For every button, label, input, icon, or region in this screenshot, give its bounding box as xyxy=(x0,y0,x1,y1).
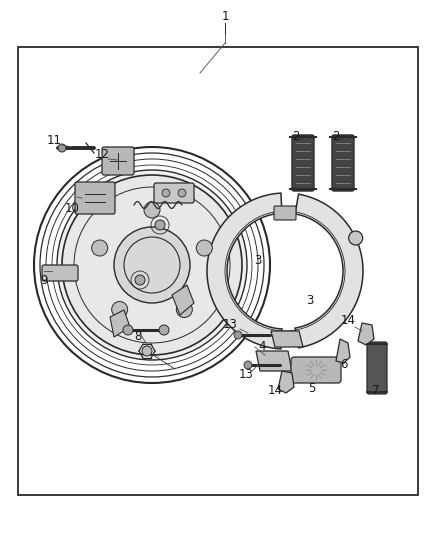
Bar xyxy=(18,47,418,495)
Circle shape xyxy=(57,170,247,360)
Circle shape xyxy=(162,189,170,197)
Circle shape xyxy=(196,240,212,256)
Circle shape xyxy=(142,346,152,356)
Circle shape xyxy=(123,325,133,335)
Polygon shape xyxy=(207,193,282,349)
Text: 10: 10 xyxy=(64,203,79,215)
FancyBboxPatch shape xyxy=(274,206,296,220)
Text: 12: 12 xyxy=(95,149,110,161)
Circle shape xyxy=(177,302,192,318)
Circle shape xyxy=(58,144,66,152)
Text: 14: 14 xyxy=(340,314,356,327)
Text: 6: 6 xyxy=(340,359,348,372)
Text: 14: 14 xyxy=(268,384,283,397)
Circle shape xyxy=(155,220,165,230)
Circle shape xyxy=(112,302,127,318)
FancyBboxPatch shape xyxy=(102,147,134,175)
Polygon shape xyxy=(278,371,294,393)
Text: 1: 1 xyxy=(221,11,229,23)
Circle shape xyxy=(244,361,252,369)
Text: 13: 13 xyxy=(239,368,254,382)
Text: 3: 3 xyxy=(254,254,261,268)
Polygon shape xyxy=(295,194,363,348)
Circle shape xyxy=(62,175,242,355)
Text: 5: 5 xyxy=(308,382,316,394)
Text: 9: 9 xyxy=(40,274,48,287)
Polygon shape xyxy=(172,285,194,315)
FancyBboxPatch shape xyxy=(291,357,341,383)
FancyBboxPatch shape xyxy=(154,183,194,203)
Polygon shape xyxy=(271,331,303,347)
Text: 4: 4 xyxy=(258,341,266,353)
Circle shape xyxy=(144,202,160,218)
FancyBboxPatch shape xyxy=(75,182,115,214)
Circle shape xyxy=(114,227,190,303)
FancyBboxPatch shape xyxy=(332,135,354,191)
Polygon shape xyxy=(358,323,374,345)
Text: 11: 11 xyxy=(46,134,61,148)
Circle shape xyxy=(92,240,108,256)
Text: 13: 13 xyxy=(223,319,237,332)
Text: 2: 2 xyxy=(332,131,340,143)
Text: 7: 7 xyxy=(372,384,380,398)
Polygon shape xyxy=(256,351,292,371)
FancyBboxPatch shape xyxy=(292,135,314,191)
Text: 8: 8 xyxy=(134,330,141,343)
Circle shape xyxy=(178,189,186,197)
Circle shape xyxy=(135,275,145,285)
FancyBboxPatch shape xyxy=(367,342,387,394)
Circle shape xyxy=(234,331,242,339)
Circle shape xyxy=(159,325,169,335)
Text: 2: 2 xyxy=(292,131,300,143)
Circle shape xyxy=(349,231,363,245)
Text: 3: 3 xyxy=(306,295,314,308)
FancyBboxPatch shape xyxy=(42,265,78,281)
Polygon shape xyxy=(336,339,350,363)
Polygon shape xyxy=(110,310,130,337)
